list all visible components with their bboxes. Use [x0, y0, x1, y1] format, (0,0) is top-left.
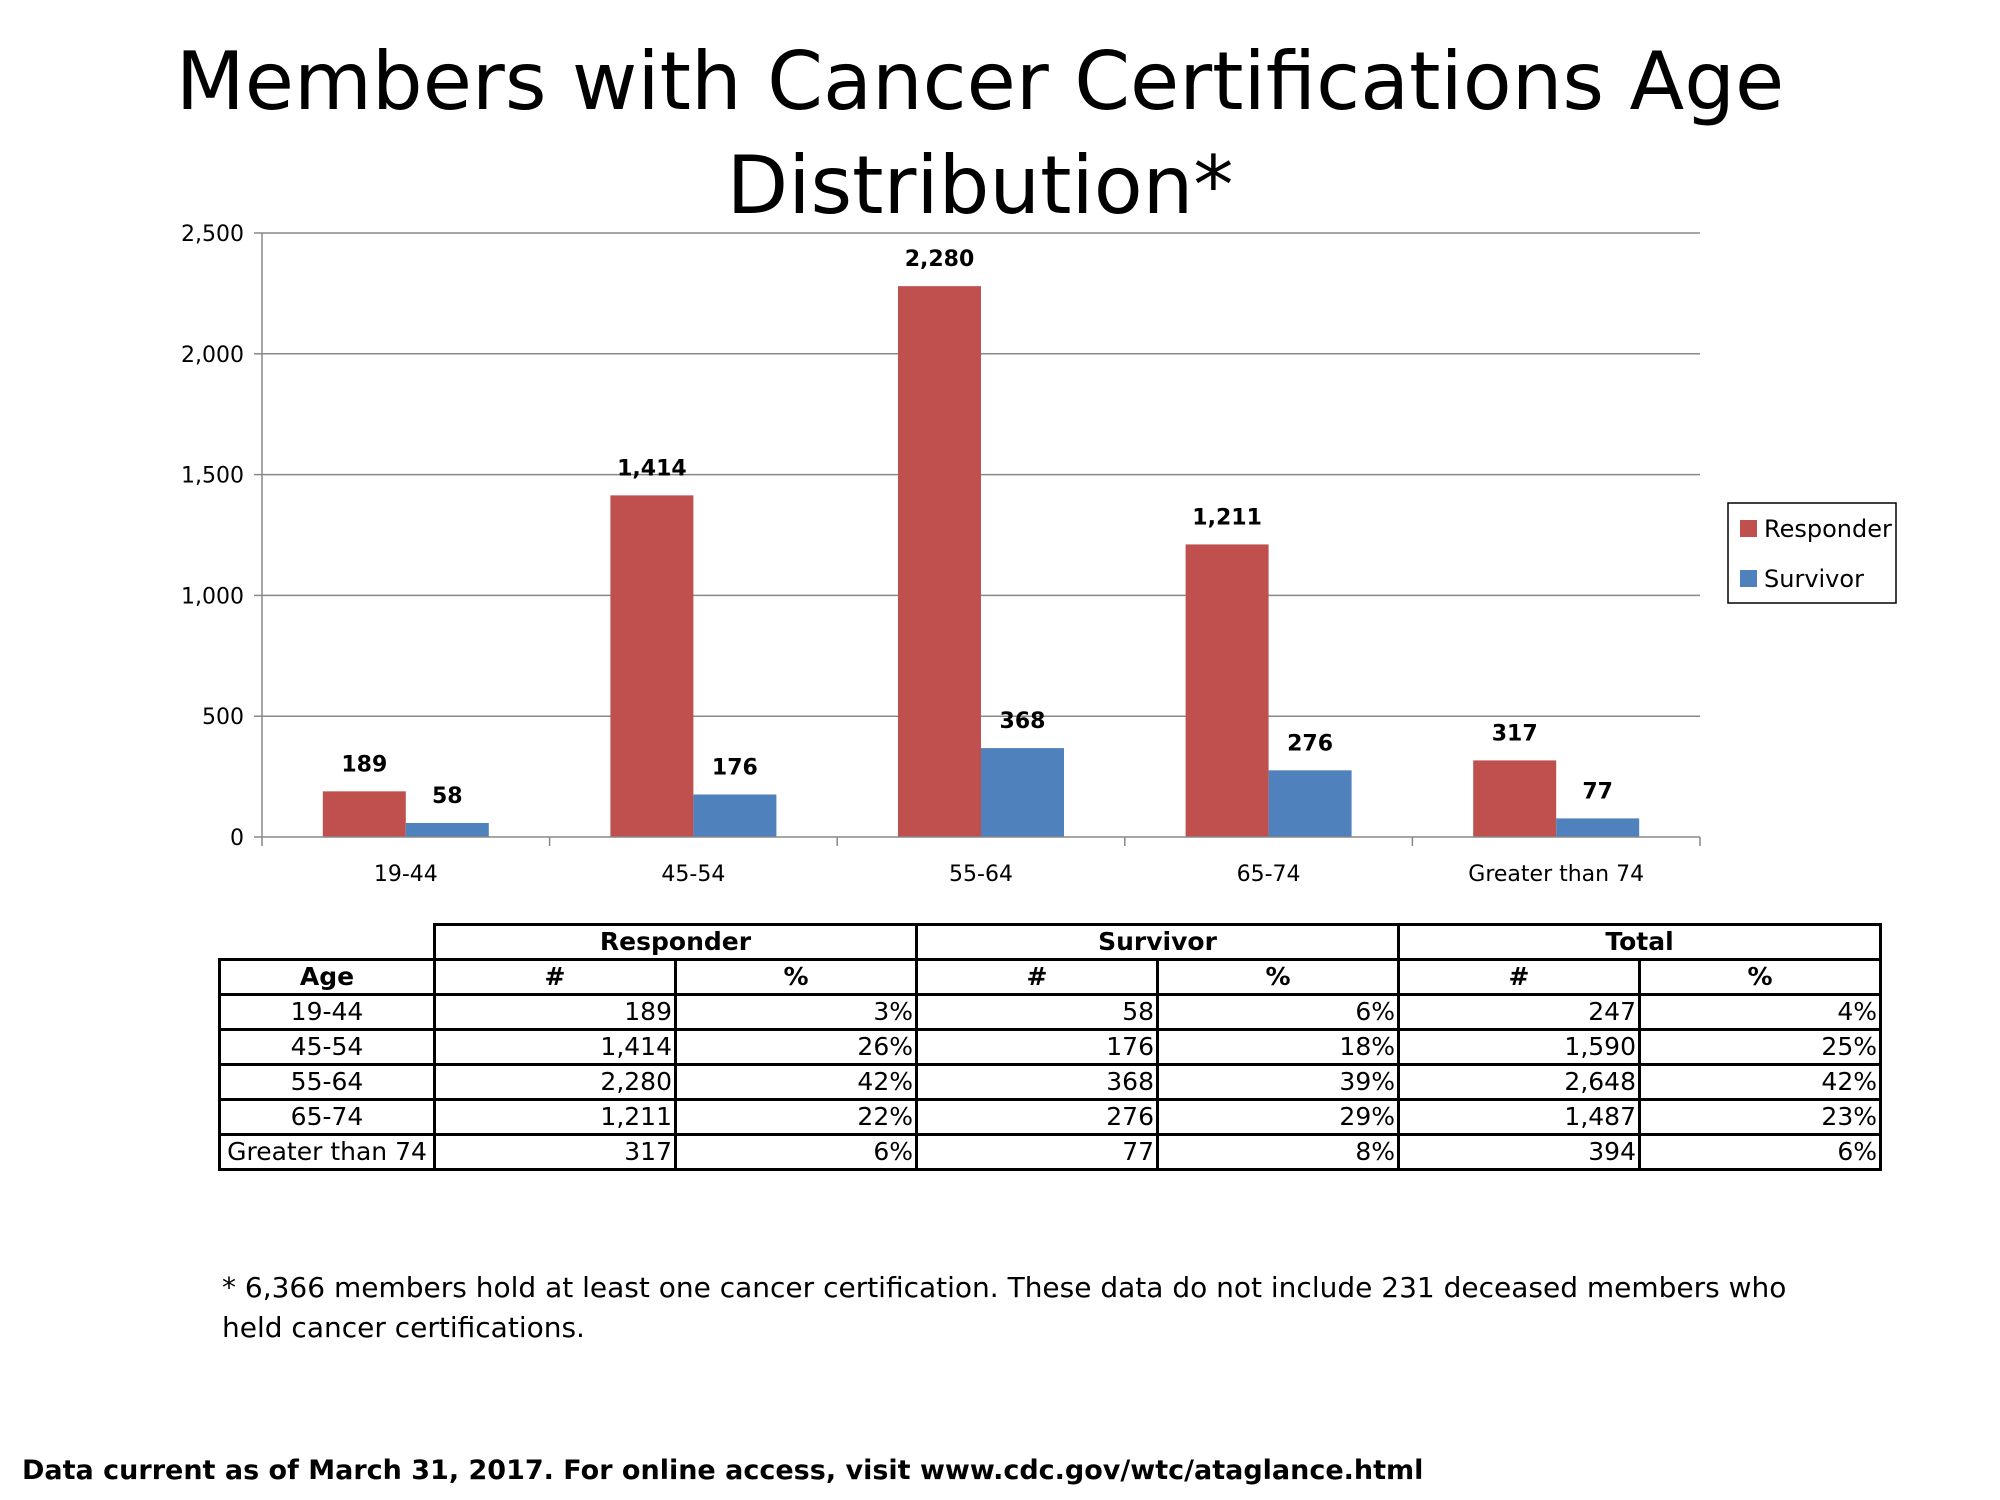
- x-tick-label: 55-64: [949, 862, 1013, 887]
- x-tick-label: 19-44: [374, 862, 438, 887]
- data-label-responder: 189: [341, 752, 387, 777]
- table-cell: 55-64: [218, 1063, 436, 1101]
- source-note: Data current as of March 31, 2017. For o…: [22, 1455, 1424, 1486]
- table-cell: 6%: [1638, 1133, 1882, 1171]
- column-header: #: [1397, 958, 1641, 996]
- table-cell: 3%: [674, 993, 918, 1031]
- data-label-survivor: 58: [432, 784, 463, 809]
- y-tick-label: 2,500: [181, 222, 244, 247]
- data-label-responder: 1,211: [1192, 505, 1262, 530]
- legend-swatch-responder: [1740, 520, 1757, 537]
- table-cell: 26%: [674, 1028, 918, 1066]
- y-tick-label: 0: [230, 826, 244, 851]
- table-row: 19-44 189 3% 58 6% 247 4%: [218, 993, 1882, 1031]
- table-cell: 8%: [1156, 1133, 1400, 1171]
- data-label-responder: 317: [1492, 721, 1538, 746]
- bar-survivor: [405, 822, 489, 837]
- data-label-survivor: 368: [1000, 709, 1046, 734]
- data-label-responder: 2,280: [905, 247, 975, 272]
- group-header-row: Responder Survivor Total: [219, 923, 1882, 961]
- table-cell: 6%: [674, 1133, 918, 1171]
- y-tick-label: 1,000: [181, 584, 244, 609]
- table-cell: 1,211: [433, 1098, 677, 1136]
- bar-responder: [1185, 544, 1269, 837]
- table-cell: 6%: [1156, 993, 1400, 1031]
- bar-responder: [610, 495, 694, 837]
- x-tick-label: Greater than 74: [1468, 862, 1644, 887]
- chart-title: Members with Cancer Certifications Age D…: [175, 35, 1785, 232]
- y-tick-label: 2,000: [181, 343, 244, 368]
- legend: Responder Survivor: [1727, 502, 1897, 604]
- column-header-row: Age # % # % # %: [218, 958, 1882, 996]
- column-header: #: [433, 958, 677, 996]
- table-cell: 368: [915, 1063, 1159, 1101]
- table-cell: 247: [1397, 993, 1641, 1031]
- table-cell: 39%: [1156, 1063, 1400, 1101]
- column-header: %: [1638, 958, 1882, 996]
- legend-label-responder: Responder: [1764, 515, 1892, 543]
- table-cell: 25%: [1638, 1028, 1882, 1066]
- table-cell: 42%: [1638, 1063, 1882, 1101]
- data-table: Responder Survivor Total Age # % # % # %…: [218, 923, 1882, 1171]
- bar-responder: [322, 791, 406, 837]
- table-cell: 65-74: [218, 1098, 436, 1136]
- column-header: #: [915, 958, 1159, 996]
- table-cell: 317: [433, 1133, 677, 1171]
- column-header: Age: [218, 958, 436, 996]
- group-header: Total: [1397, 923, 1882, 961]
- bar-survivor: [1556, 818, 1640, 837]
- legend-swatch-survivor: [1740, 570, 1757, 587]
- table-row: 65-74 1,211 22% 276 29% 1,487 23%: [218, 1098, 1882, 1136]
- bar-responder: [1473, 760, 1557, 837]
- data-label-survivor: 176: [712, 755, 758, 780]
- x-tick-label: 45-54: [661, 862, 725, 887]
- table-cell: 394: [1397, 1133, 1641, 1171]
- x-tick-label: 65-74: [1237, 862, 1301, 887]
- bar-chart: 0 500 1,000 1,500 2,000 2,500 19-44 45-54 55-64 6…: [181, 222, 1897, 887]
- data-label-responder: 1,414: [617, 456, 687, 481]
- table-row: 45-54 1,414 26% 176 18% 1,590 25%: [218, 1028, 1882, 1066]
- table-cell: 77: [915, 1133, 1159, 1171]
- table-cell: 23%: [1638, 1098, 1882, 1136]
- bar-responder: [898, 286, 981, 838]
- bar-survivor: [1268, 770, 1352, 837]
- legend-label-survivor: Survivor: [1764, 565, 1864, 593]
- table-cell: 18%: [1156, 1028, 1400, 1066]
- table-cell: 2,648: [1397, 1063, 1641, 1101]
- table-cell: 19-44: [218, 993, 436, 1031]
- group-header: Survivor: [915, 923, 1400, 961]
- footnote: * 6,366 members hold at least one cancer…: [222, 1271, 1787, 1344]
- table-cell: 176: [915, 1028, 1159, 1066]
- table-cell: 58: [915, 993, 1159, 1031]
- data-label-survivor: 276: [1287, 731, 1333, 756]
- column-header: %: [674, 958, 918, 996]
- column-header: %: [1156, 958, 1400, 996]
- table-cell: 45-54: [218, 1028, 436, 1066]
- table-corner: [219, 924, 436, 961]
- y-tick-label: 1,500: [181, 464, 244, 489]
- table-cell: 29%: [1156, 1098, 1400, 1136]
- table-cell: 4%: [1638, 993, 1882, 1031]
- group-header: Responder: [433, 923, 918, 961]
- data-label-survivor: 77: [1582, 779, 1613, 804]
- y-tick-label: 500: [202, 705, 244, 730]
- table-cell: 1,414: [433, 1028, 677, 1066]
- table-cell: 2,280: [433, 1063, 677, 1101]
- table-row: 55-64 2,280 42% 368 39% 2,648 42%: [218, 1063, 1882, 1101]
- table-cell: 276: [915, 1098, 1159, 1136]
- table-cell: 22%: [674, 1098, 918, 1136]
- table-cell: Greater than 74: [218, 1133, 436, 1171]
- bar-survivor: [693, 794, 777, 837]
- table-cell: 42%: [674, 1063, 918, 1101]
- table-cell: 1,590: [1397, 1028, 1641, 1066]
- table-cell: 189: [433, 993, 677, 1031]
- table-cell: 1,487: [1397, 1098, 1641, 1136]
- table-row: Greater than 74 317 6% 77 8% 394 6%: [218, 1133, 1882, 1171]
- bar-survivor: [981, 748, 1064, 837]
